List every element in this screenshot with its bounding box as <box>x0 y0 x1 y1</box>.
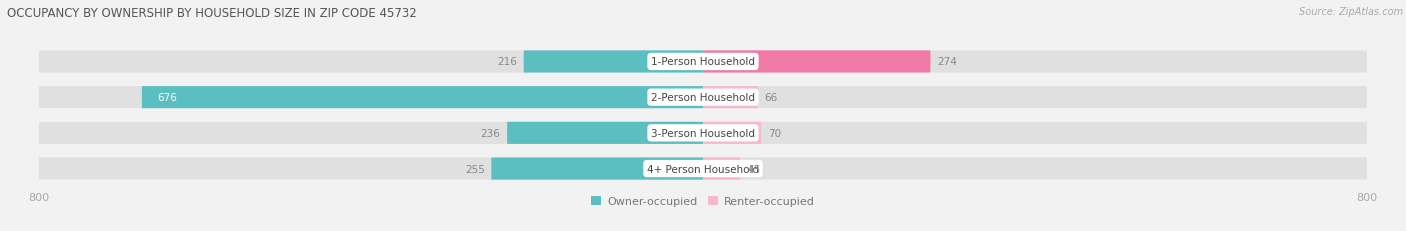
Text: 3-Person Household: 3-Person Household <box>651 128 755 138</box>
FancyBboxPatch shape <box>703 122 761 144</box>
FancyBboxPatch shape <box>39 87 1367 109</box>
Text: 216: 216 <box>498 57 517 67</box>
FancyBboxPatch shape <box>39 158 1367 180</box>
Text: 2-Person Household: 2-Person Household <box>651 93 755 103</box>
FancyBboxPatch shape <box>508 122 703 144</box>
Text: 45: 45 <box>747 164 761 174</box>
Text: Source: ZipAtlas.com: Source: ZipAtlas.com <box>1299 7 1403 17</box>
FancyBboxPatch shape <box>523 51 703 73</box>
Text: 66: 66 <box>765 93 778 103</box>
Text: OCCUPANCY BY OWNERSHIP BY HOUSEHOLD SIZE IN ZIP CODE 45732: OCCUPANCY BY OWNERSHIP BY HOUSEHOLD SIZE… <box>7 7 416 20</box>
FancyBboxPatch shape <box>703 87 758 109</box>
Text: 236: 236 <box>481 128 501 138</box>
Text: 70: 70 <box>768 128 780 138</box>
FancyBboxPatch shape <box>39 51 1367 73</box>
Text: 4+ Person Household: 4+ Person Household <box>647 164 759 174</box>
Legend: Owner-occupied, Renter-occupied: Owner-occupied, Renter-occupied <box>586 191 820 210</box>
FancyBboxPatch shape <box>703 51 931 73</box>
FancyBboxPatch shape <box>491 158 703 180</box>
FancyBboxPatch shape <box>142 87 703 109</box>
Text: 274: 274 <box>936 57 957 67</box>
Text: 676: 676 <box>157 93 177 103</box>
Text: 1-Person Household: 1-Person Household <box>651 57 755 67</box>
Text: 255: 255 <box>465 164 485 174</box>
FancyBboxPatch shape <box>703 158 741 180</box>
FancyBboxPatch shape <box>39 122 1367 144</box>
